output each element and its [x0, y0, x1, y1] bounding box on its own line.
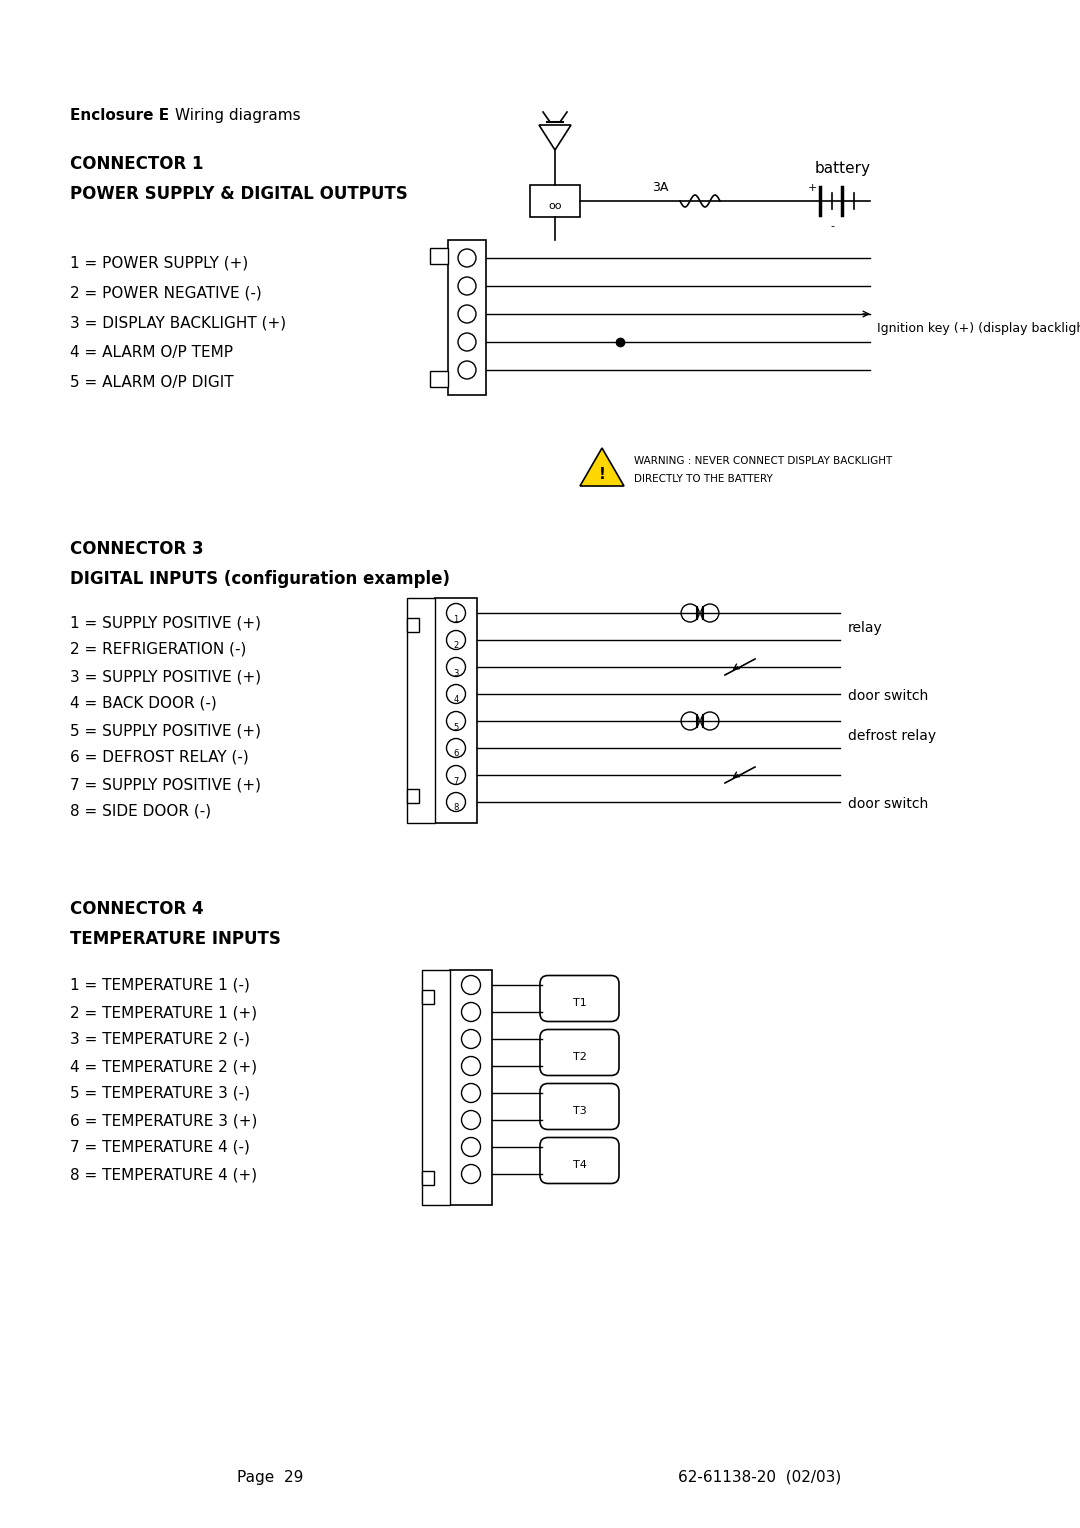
Text: 2 = TEMPERATURE 1 (+): 2 = TEMPERATURE 1 (+) — [70, 1005, 257, 1021]
Text: 5 = SUPPLY POSITIVE (+): 5 = SUPPLY POSITIVE (+) — [70, 723, 261, 738]
Polygon shape — [580, 448, 624, 486]
Bar — [422, 970, 450, 1206]
FancyBboxPatch shape — [540, 1083, 619, 1129]
Text: 1 = SUPPLY POSITIVE (+): 1 = SUPPLY POSITIVE (+) — [70, 614, 261, 630]
Circle shape — [446, 793, 465, 811]
Text: Wiring diagrams: Wiring diagrams — [175, 108, 300, 122]
Text: 6: 6 — [454, 750, 459, 758]
Bar — [530, 185, 580, 217]
Text: 1: 1 — [454, 614, 459, 623]
Bar — [422, 990, 434, 1004]
Text: 1 = TEMPERATURE 1 (-): 1 = TEMPERATURE 1 (-) — [70, 978, 249, 993]
Polygon shape — [539, 125, 571, 150]
Text: 7: 7 — [454, 776, 459, 785]
Text: 3 = TEMPERATURE 2 (-): 3 = TEMPERATURE 2 (-) — [70, 1031, 249, 1047]
FancyBboxPatch shape — [540, 1030, 619, 1076]
Text: T2: T2 — [572, 1053, 586, 1062]
Text: Ignition key (+) (display backlight): Ignition key (+) (display backlight) — [877, 322, 1080, 335]
Bar — [450, 970, 492, 1206]
Circle shape — [461, 1083, 481, 1103]
Circle shape — [446, 631, 465, 649]
Circle shape — [458, 306, 476, 322]
Text: -: - — [831, 222, 834, 231]
Text: POWER SUPPLY & DIGITAL OUTPUTS: POWER SUPPLY & DIGITAL OUTPUTS — [70, 185, 408, 203]
Circle shape — [461, 1030, 481, 1048]
Text: 5: 5 — [454, 723, 459, 732]
Circle shape — [446, 738, 465, 758]
Circle shape — [458, 249, 476, 267]
Circle shape — [461, 1164, 481, 1184]
Circle shape — [461, 1056, 481, 1076]
Text: 3 = DISPLAY BACKLIGHT (+): 3 = DISPLAY BACKLIGHT (+) — [70, 315, 286, 330]
Text: Page  29: Page 29 — [237, 1470, 303, 1485]
Circle shape — [701, 712, 719, 730]
Text: defrost relay: defrost relay — [848, 729, 936, 743]
Text: !: ! — [598, 468, 606, 481]
Circle shape — [681, 712, 699, 730]
Text: 2 = POWER NEGATIVE (-): 2 = POWER NEGATIVE (-) — [70, 286, 261, 299]
Text: 6 = DEFROST RELAY (-): 6 = DEFROST RELAY (-) — [70, 750, 248, 766]
Text: 7 = TEMPERATURE 4 (-): 7 = TEMPERATURE 4 (-) — [70, 1140, 249, 1155]
Text: 8 = TEMPERATURE 4 (+): 8 = TEMPERATURE 4 (+) — [70, 1167, 257, 1183]
Circle shape — [461, 1111, 481, 1129]
Text: 62-61138-20  (02/03): 62-61138-20 (02/03) — [678, 1470, 841, 1485]
Text: battery: battery — [815, 160, 870, 176]
Text: 3A: 3A — [652, 180, 669, 194]
Text: 4: 4 — [454, 695, 459, 704]
Bar — [407, 597, 435, 824]
Text: 2 = REFRIGERATION (-): 2 = REFRIGERATION (-) — [70, 642, 246, 657]
Text: 6 = TEMPERATURE 3 (+): 6 = TEMPERATURE 3 (+) — [70, 1112, 257, 1128]
Bar — [422, 1170, 434, 1186]
Circle shape — [458, 333, 476, 351]
Text: 1 = POWER SUPPLY (+): 1 = POWER SUPPLY (+) — [70, 255, 248, 270]
Circle shape — [701, 604, 719, 622]
Text: Enclosure E: Enclosure E — [70, 108, 170, 122]
Text: relay: relay — [848, 620, 882, 636]
Text: T1: T1 — [572, 998, 586, 1008]
Text: DIRECTLY TO THE BATTERY: DIRECTLY TO THE BATTERY — [634, 474, 773, 484]
Text: door switch: door switch — [848, 689, 928, 703]
Bar — [430, 248, 448, 264]
Text: 2: 2 — [454, 642, 459, 651]
FancyBboxPatch shape — [540, 975, 619, 1022]
Circle shape — [446, 657, 465, 677]
Bar — [430, 371, 448, 387]
Bar — [448, 240, 486, 396]
Circle shape — [461, 1002, 481, 1022]
Bar — [435, 597, 477, 824]
Text: WARNING : NEVER CONNECT DISPLAY BACKLIGHT: WARNING : NEVER CONNECT DISPLAY BACKLIGH… — [634, 455, 892, 466]
Text: door switch: door switch — [848, 796, 928, 810]
Circle shape — [446, 604, 465, 622]
Text: TEMPERATURE INPUTS: TEMPERATURE INPUTS — [70, 931, 281, 947]
Text: 7 = SUPPLY POSITIVE (+): 7 = SUPPLY POSITIVE (+) — [70, 778, 261, 792]
Circle shape — [446, 685, 465, 703]
Text: T4: T4 — [572, 1160, 586, 1170]
Text: T3: T3 — [572, 1106, 586, 1117]
Text: 4 = TEMPERATURE 2 (+): 4 = TEMPERATURE 2 (+) — [70, 1059, 257, 1074]
Text: +: + — [808, 183, 816, 193]
Text: CONNECTOR 4: CONNECTOR 4 — [70, 900, 204, 918]
FancyBboxPatch shape — [540, 1137, 619, 1184]
Text: DIGITAL INPUTS (configuration example): DIGITAL INPUTS (configuration example) — [70, 570, 450, 588]
Bar — [407, 617, 419, 633]
Circle shape — [461, 1137, 481, 1157]
Text: CONNECTOR 1: CONNECTOR 1 — [70, 154, 203, 173]
Circle shape — [446, 766, 465, 784]
Circle shape — [458, 361, 476, 379]
Circle shape — [461, 975, 481, 995]
Text: CONNECTOR 3: CONNECTOR 3 — [70, 539, 204, 558]
Text: 4 = ALARM O/P TEMP: 4 = ALARM O/P TEMP — [70, 345, 233, 361]
Text: 4 = BACK DOOR (-): 4 = BACK DOOR (-) — [70, 695, 217, 711]
Text: 3: 3 — [454, 669, 459, 677]
Circle shape — [681, 604, 699, 622]
Text: oo: oo — [549, 202, 562, 211]
Text: 8 = SIDE DOOR (-): 8 = SIDE DOOR (-) — [70, 804, 211, 819]
Text: 5 = TEMPERATURE 3 (-): 5 = TEMPERATURE 3 (-) — [70, 1086, 249, 1102]
Text: 3 = SUPPLY POSITIVE (+): 3 = SUPPLY POSITIVE (+) — [70, 669, 261, 685]
Text: 8: 8 — [454, 804, 459, 813]
Bar — [407, 788, 419, 804]
Text: 5 = ALARM O/P DIGIT: 5 = ALARM O/P DIGIT — [70, 374, 233, 390]
Circle shape — [458, 277, 476, 295]
Circle shape — [446, 712, 465, 730]
